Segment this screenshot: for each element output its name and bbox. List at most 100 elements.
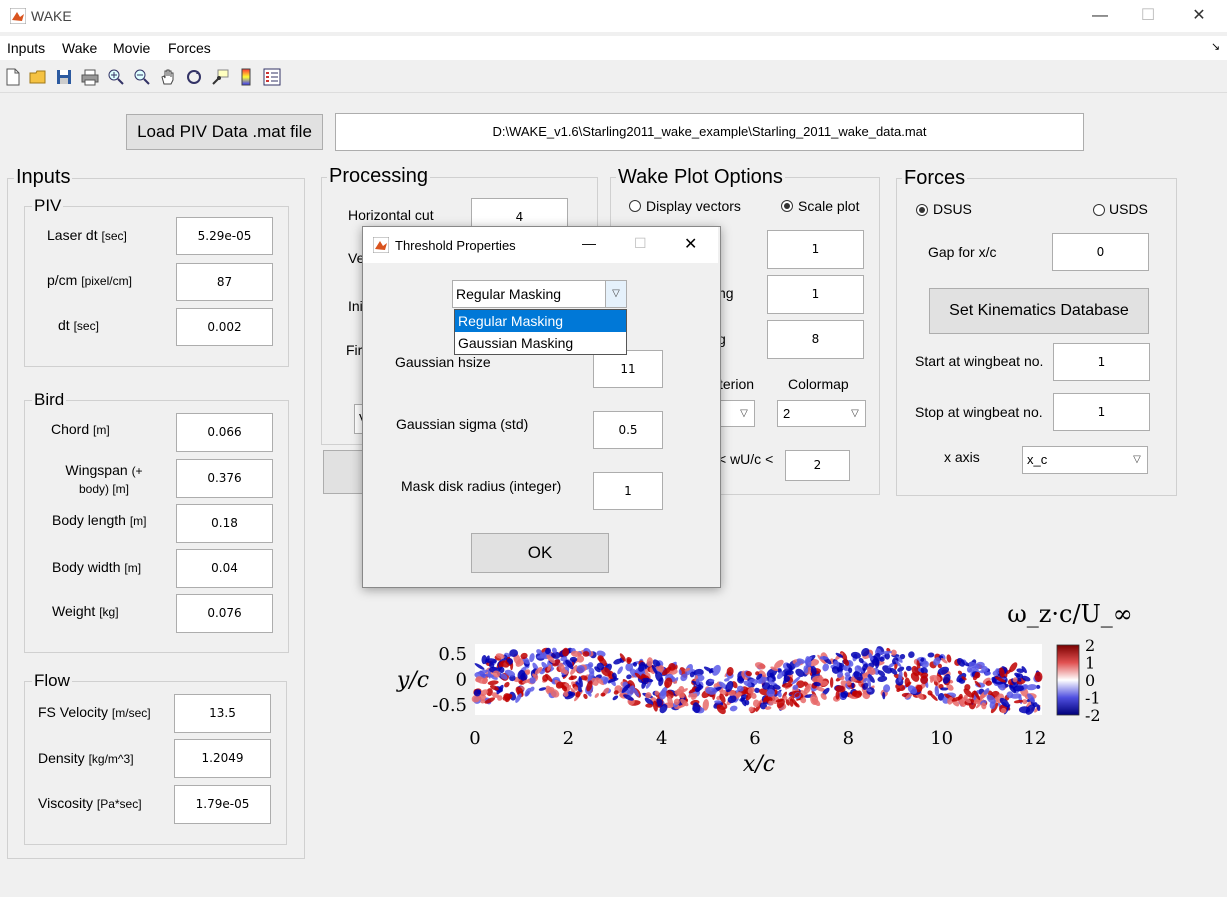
menu-movie[interactable]: Movie (113, 40, 151, 56)
gaussian-sigma-field[interactable]: 0.5 (593, 411, 663, 449)
minimize-button[interactable]: — (1092, 7, 1108, 24)
vorticity-blob (504, 669, 516, 677)
wu-c-field[interactable]: 2 (785, 450, 850, 481)
vorticity-blob (755, 700, 762, 712)
wake-field-2[interactable]: 1 (767, 275, 864, 314)
vorticity-blob (795, 668, 805, 677)
rotate-icon[interactable] (185, 68, 203, 86)
vorticity-blob (524, 687, 531, 697)
vorticity-blob (600, 666, 611, 677)
set-kinematics-button[interactable]: Set Kinematics Database (929, 288, 1149, 334)
criterion-label: terion (719, 376, 755, 392)
vorticity-blob (539, 651, 544, 659)
wingspan-field[interactable]: 0.376 (176, 459, 273, 498)
body-width-field[interactable]: 0.04 (176, 549, 273, 588)
chevron-down-icon: ▽ (851, 408, 859, 419)
menu-inputs[interactable]: Inputs (7, 40, 46, 56)
mask-disk-radius-field[interactable]: 1 (593, 472, 663, 510)
vorticity-blob (500, 673, 508, 680)
vorticity-blob (783, 695, 788, 701)
menu-forces[interactable]: Forces (168, 40, 211, 56)
vorticity-blob (903, 671, 908, 678)
vorticity-blob (611, 672, 617, 679)
save-icon[interactable] (55, 68, 73, 86)
dialog-title: Threshold Properties (395, 238, 516, 253)
vorticity-blob (576, 665, 585, 674)
ok-button[interactable]: OK (471, 533, 609, 573)
pan-hand-icon[interactable] (159, 68, 177, 86)
vorticity-blob (558, 662, 566, 674)
vorticity-blob (582, 651, 590, 657)
colormap-dropdown[interactable]: 2 ▽ (777, 400, 866, 427)
vorticity-blob (764, 696, 773, 702)
laser-dt-field[interactable]: 5.29e-05 (176, 217, 273, 255)
dt-field[interactable]: 0.002 (176, 308, 273, 346)
stop-wingbeat-field[interactable]: 1 (1053, 393, 1150, 431)
vorticity-blob (475, 676, 486, 684)
vorticity-blob (786, 663, 793, 670)
zoom-in-icon[interactable] (107, 68, 125, 86)
viscosity-field[interactable]: 1.79e-05 (174, 785, 271, 824)
usds-radio[interactable] (1093, 204, 1105, 216)
dsus-radio[interactable] (916, 204, 928, 216)
vorticity-blob (858, 657, 864, 664)
vorticity-blob (822, 687, 830, 696)
bird-panel (24, 400, 289, 653)
vorticity-blob (986, 694, 996, 704)
zoom-out-icon[interactable] (133, 68, 151, 86)
window-title: WAKE (31, 8, 72, 24)
new-file-icon[interactable] (4, 68, 22, 86)
vorticity-blob (621, 683, 631, 693)
gaussian-sigma-label: Gaussian sigma (std) (396, 416, 529, 432)
file-path-field[interactable]: D:\WAKE_v1.6\Starling2011_wake_example\S… (335, 113, 1084, 151)
vorticity-blob (485, 658, 497, 664)
open-folder-icon[interactable] (29, 68, 47, 86)
fs-velocity-field[interactable]: 13.5 (174, 694, 271, 733)
vorticity-blob (863, 677, 868, 683)
colorbar-icon[interactable] (237, 68, 255, 86)
scale-plot-radio[interactable] (781, 200, 793, 212)
start-wingbeat-field[interactable]: 1 (1053, 343, 1150, 381)
close-button[interactable]: ✕ (1192, 7, 1206, 24)
vorticity-blob (692, 702, 701, 714)
weight-field[interactable]: 0.076 (176, 594, 273, 633)
vorticity-blob (990, 702, 999, 714)
wake-field-3[interactable]: 8 (767, 320, 864, 359)
vorticity-blob (569, 656, 578, 662)
vorticity-blob (570, 665, 578, 675)
density-field[interactable]: 1.2049 (174, 739, 271, 778)
vorticity-blob (791, 676, 801, 685)
vorticity-blob (761, 682, 771, 690)
dialog-maximize-button[interactable]: ☐ (634, 235, 647, 251)
masking-select[interactable]: Regular Masking ▽ (452, 280, 627, 308)
vorticity-blob (920, 657, 925, 662)
legend-icon[interactable] (263, 68, 281, 86)
x-tick-label: 4 (656, 728, 667, 749)
display-vectors-radio[interactable] (629, 200, 641, 212)
vorticity-blob (981, 702, 987, 710)
menu-wake[interactable]: Wake (62, 40, 98, 56)
vorticity-blob (718, 681, 728, 689)
vorticity-blob (716, 704, 726, 715)
data-cursor-icon[interactable] (211, 68, 229, 86)
matlab-app-icon (373, 237, 389, 253)
vorticity-blob (646, 657, 653, 667)
gaussian-hsize-field[interactable]: 11 (593, 350, 663, 388)
body-length-field[interactable]: 0.18 (176, 504, 273, 543)
chord-field[interactable]: 0.066 (176, 413, 273, 452)
pcm-field[interactable]: 87 (176, 263, 273, 301)
option-regular-masking[interactable]: Regular Masking (455, 310, 626, 332)
option-gaussian-masking[interactable]: Gaussian Masking (458, 335, 574, 351)
wake-field-1[interactable]: 1 (767, 230, 864, 269)
vorticity-blob (594, 693, 599, 698)
dialog-close-button[interactable]: ✕ (684, 236, 698, 253)
gap-field[interactable]: 0 (1052, 233, 1149, 271)
dialog-minimize-button[interactable]: — (582, 235, 596, 251)
vorticity-blob (789, 698, 794, 707)
print-icon[interactable] (81, 68, 99, 86)
vorticity-blob (940, 657, 948, 664)
menu-overflow-icon[interactable]: ↘ (1211, 41, 1221, 53)
maximize-button[interactable]: ☐ (1140, 7, 1156, 24)
load-piv-button[interactable]: Load PIV Data .mat file (126, 114, 323, 150)
x-axis-dropdown[interactable]: x_c ▽ (1022, 446, 1148, 474)
